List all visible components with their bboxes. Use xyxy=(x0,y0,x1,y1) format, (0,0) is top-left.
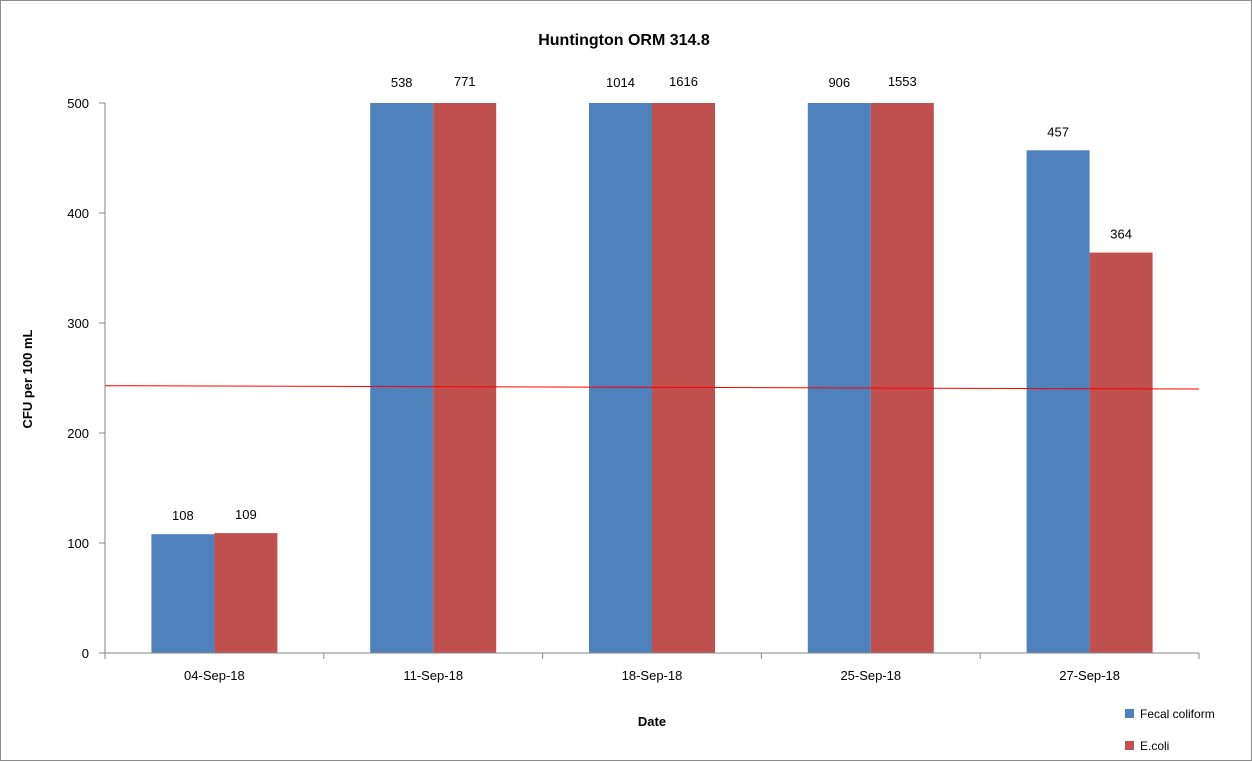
data-label: 538 xyxy=(391,75,413,90)
bar-e-coli-4 xyxy=(1089,252,1153,653)
legend-label: E.coli xyxy=(1140,739,1169,753)
reference-line-group xyxy=(104,385,1200,390)
bar-fecal-coliform-0 xyxy=(151,534,215,653)
legend-swatch xyxy=(1125,741,1134,750)
x-tick-label: 27-Sep-18 xyxy=(1059,668,1120,683)
bar-fecal-coliform-3 xyxy=(807,103,871,653)
data-labels-group: 108 109 538 771 1014 1616 906 1553 457 364 xyxy=(172,74,1132,523)
data-label: 457 xyxy=(1047,124,1069,139)
data-label: 1014 xyxy=(606,75,635,90)
chart-title: Huntington ORM 314.8 xyxy=(538,32,710,49)
y-tick-label: 500 xyxy=(67,96,89,111)
data-label: 364 xyxy=(1110,227,1132,242)
x-tick-label: 25-Sep-18 xyxy=(840,668,901,683)
reference-line xyxy=(104,385,1200,390)
bar-e-coli-0 xyxy=(214,533,278,653)
x-axis-title: Date xyxy=(638,714,666,729)
y-tick-label: 0 xyxy=(82,646,89,661)
bar-fecal-coliform-1 xyxy=(370,103,434,653)
legend-label: Fecal coliform xyxy=(1140,707,1215,721)
y-tick-label: 100 xyxy=(67,536,89,551)
bar-fecal-coliform-4 xyxy=(1026,150,1090,654)
y-axis-title: CFU per 100 mL xyxy=(20,329,35,428)
x-tick-label: 04-Sep-18 xyxy=(184,668,245,683)
data-label: 108 xyxy=(172,508,194,523)
x-tick-label: 18-Sep-18 xyxy=(622,668,683,683)
y-tick-label: 200 xyxy=(67,426,89,441)
data-label: 1616 xyxy=(669,74,698,89)
data-label: 906 xyxy=(828,75,850,90)
y-tick-label: 400 xyxy=(67,206,89,221)
bar-e-coli-3 xyxy=(870,103,934,653)
bar-fecal-coliform-2 xyxy=(589,103,652,653)
legend: Fecal coliform E.coli xyxy=(1125,707,1215,753)
data-label: 771 xyxy=(454,74,476,89)
data-label: 109 xyxy=(235,507,257,522)
bars-group xyxy=(151,103,1153,654)
legend-swatch xyxy=(1125,709,1134,718)
bar-e-coli-1 xyxy=(433,103,497,653)
data-label: 1553 xyxy=(888,74,917,89)
x-tick-label: 11-Sep-18 xyxy=(403,668,463,683)
bar-e-coli-2 xyxy=(652,103,715,653)
axes-group: 0 100 200 300 400 500 04-Sep-18 11-Sep-18 18-Sep… xyxy=(67,96,1200,683)
y-tick-label: 300 xyxy=(67,316,89,331)
